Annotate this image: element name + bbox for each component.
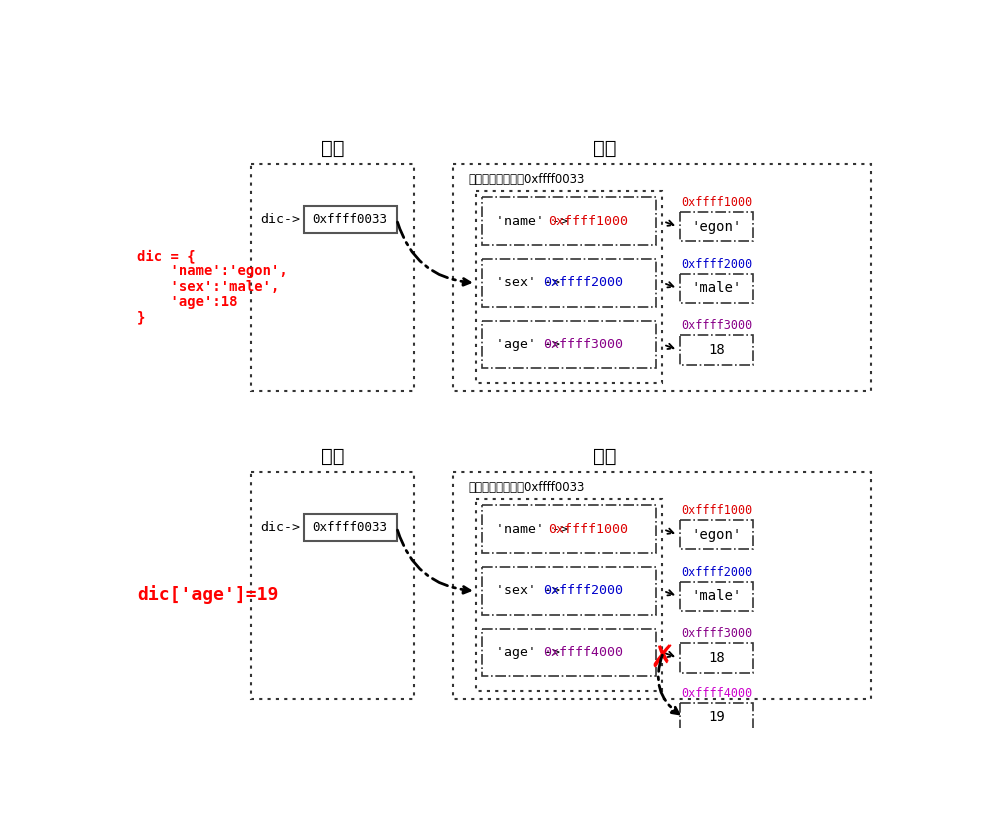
- Bar: [482, 321, 656, 368]
- Bar: [482, 259, 656, 307]
- Text: 堆区: 堆区: [593, 139, 617, 158]
- Text: 'egon': 'egon': [691, 220, 742, 234]
- Text: ✗: ✗: [649, 644, 675, 672]
- Text: 'sex' ->: 'sex' ->: [495, 584, 568, 597]
- Text: 'age' ->: 'age' ->: [495, 338, 568, 351]
- Text: 0xffff4000: 0xffff4000: [681, 686, 752, 699]
- Text: 'sex' ->: 'sex' ->: [495, 276, 568, 290]
- Bar: [482, 197, 656, 245]
- Text: 0xffff4000: 0xffff4000: [544, 646, 624, 659]
- Text: }: }: [137, 311, 146, 325]
- Text: 18: 18: [708, 343, 725, 357]
- Text: 'age' ->: 'age' ->: [495, 646, 568, 659]
- Text: 0xffff2000: 0xffff2000: [681, 565, 752, 578]
- Text: 19: 19: [708, 710, 725, 724]
- Bar: [680, 520, 754, 550]
- Text: 0xffff1000: 0xffff1000: [681, 196, 752, 209]
- Text: 'name':'egon',: 'name':'egon',: [137, 264, 288, 278]
- Bar: [251, 472, 414, 699]
- Text: 0xffff1000: 0xffff1000: [681, 504, 752, 517]
- Bar: [303, 206, 397, 233]
- Bar: [680, 582, 754, 611]
- Text: dic->: dic->: [260, 213, 299, 226]
- Text: 'age':18: 'age':18: [137, 295, 237, 309]
- Text: 字典的内存地址：0xffff0033: 字典的内存地址：0xffff0033: [468, 480, 584, 493]
- Text: 0xffff0033: 0xffff0033: [312, 213, 388, 226]
- Bar: [680, 335, 754, 365]
- Bar: [680, 212, 754, 241]
- FancyArrowPatch shape: [658, 655, 679, 714]
- Text: 字典的内存地址：0xffff0033: 字典的内存地址：0xffff0033: [468, 173, 584, 186]
- Text: 18: 18: [708, 651, 725, 665]
- Text: 栈区: 栈区: [321, 447, 344, 465]
- Text: dic->: dic->: [260, 521, 299, 534]
- Text: 'egon': 'egon': [691, 528, 742, 542]
- Text: 0xffff2000: 0xffff2000: [544, 276, 624, 290]
- FancyArrowPatch shape: [398, 530, 470, 593]
- Bar: [680, 274, 754, 303]
- Text: 'male': 'male': [691, 589, 742, 604]
- Text: 0xffff0033: 0xffff0033: [312, 521, 388, 534]
- Bar: [482, 567, 656, 615]
- Text: 0xffff1000: 0xffff1000: [549, 523, 628, 536]
- Text: 'name' ->: 'name' ->: [495, 523, 576, 536]
- Text: 0xffff3000: 0xffff3000: [681, 627, 752, 640]
- Text: dic['age']=19: dic['age']=19: [137, 586, 279, 605]
- Text: 堆区: 堆区: [593, 447, 617, 465]
- Text: 'male': 'male': [691, 281, 742, 295]
- Text: 'name' ->: 'name' ->: [495, 215, 576, 228]
- Bar: [482, 506, 656, 553]
- Bar: [476, 498, 662, 691]
- Bar: [303, 514, 397, 541]
- Text: 栈区: 栈区: [321, 139, 344, 158]
- Text: 0xffff2000: 0xffff2000: [681, 258, 752, 271]
- Text: 'sex':'male',: 'sex':'male',: [137, 280, 280, 294]
- FancyArrowPatch shape: [398, 222, 470, 285]
- Bar: [476, 191, 662, 383]
- Bar: [680, 643, 754, 672]
- Text: 0xffff1000: 0xffff1000: [549, 215, 628, 228]
- Text: dic = {: dic = {: [137, 249, 196, 263]
- Text: 0xffff3000: 0xffff3000: [681, 319, 752, 332]
- Bar: [452, 472, 871, 699]
- Bar: [452, 164, 871, 391]
- Bar: [680, 703, 754, 732]
- Bar: [482, 629, 656, 676]
- Text: 0xffff2000: 0xffff2000: [544, 584, 624, 597]
- Text: 0xffff3000: 0xffff3000: [544, 338, 624, 351]
- Bar: [251, 164, 414, 391]
